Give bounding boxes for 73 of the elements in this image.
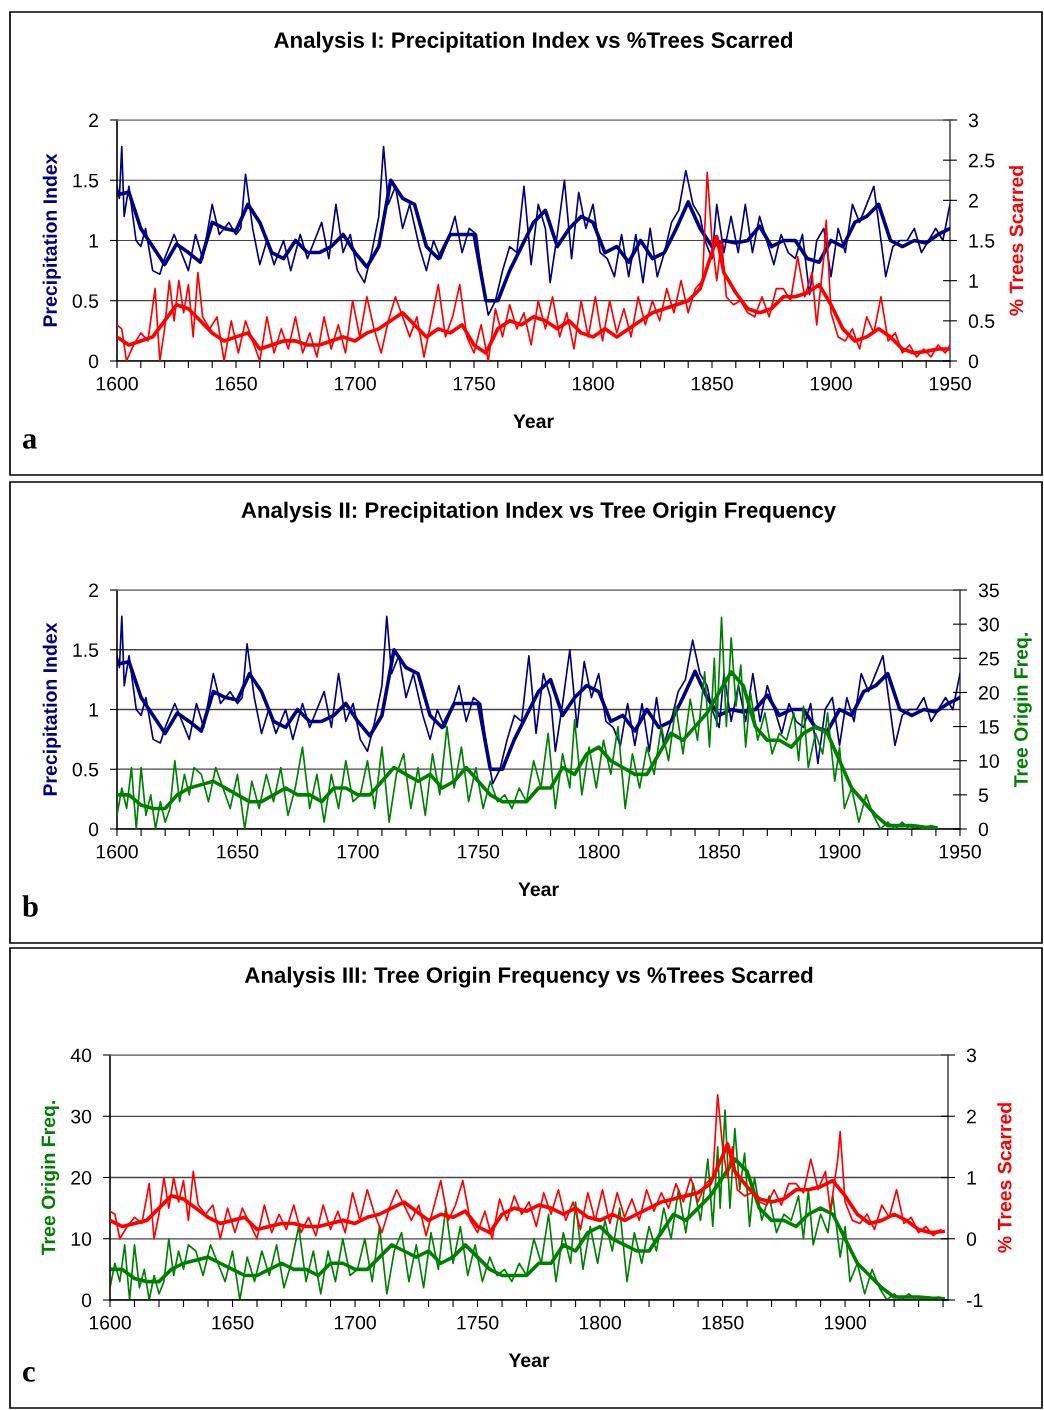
y-tick-label: 30 xyxy=(71,1109,92,1124)
x-tick-label: 1750 xyxy=(457,1315,499,1330)
y-tick-label: 0 xyxy=(88,822,99,837)
y2-tick-label: 35 xyxy=(978,583,999,598)
chart-title: Analysis III: Tree Origin Frequency vs %Trees Scarred xyxy=(244,966,813,988)
x-tick-label: 1950 xyxy=(939,844,981,859)
y2-tick-label: 30 xyxy=(978,617,999,632)
y2-tick-label: 1.5 xyxy=(969,234,995,248)
y-tick-label: 40 xyxy=(70,1048,92,1063)
y-tick-label: 1 xyxy=(89,703,98,717)
x-tick-label: 1800 xyxy=(572,376,614,391)
y-axis-title: Precipitation Index xyxy=(42,622,61,796)
x-tick-label: 1750 xyxy=(458,844,500,859)
x-tick-label: 1900 xyxy=(819,844,861,859)
x-tick-label: 1850 xyxy=(702,1315,744,1330)
y-tick-label: 1.5 xyxy=(73,643,99,657)
y-tick-label: 0.5 xyxy=(72,762,99,777)
x-tick-label: 1600 xyxy=(96,844,138,859)
x-tick-label: 1650 xyxy=(212,1315,254,1330)
x-tick-label: 1650 xyxy=(215,376,257,391)
x-tick-label: 1850 xyxy=(691,376,733,391)
y2-tick-label: 0 xyxy=(968,354,979,369)
x-axis-title: Year xyxy=(518,882,559,897)
y2-axis-title: % Trees Scarred xyxy=(997,1103,1012,1253)
y2-tick-label: 20 xyxy=(979,685,999,700)
y-tick-label: 1 xyxy=(89,234,98,248)
x-tick-label: 1900 xyxy=(824,1315,866,1330)
y2-tick-label: 1 xyxy=(969,274,978,288)
chart-title: Analysis I: Precipitation Index vs %Trees Scarred xyxy=(274,31,793,53)
y-tick-label: 1.5 xyxy=(73,173,99,188)
x-tick-label: 1900 xyxy=(810,376,852,391)
x-tick-label: 1800 xyxy=(578,844,620,859)
y2-tick-label: 5 xyxy=(978,788,989,803)
y2-tick-label: 0.5 xyxy=(968,314,995,329)
y2-tick-label: 25 xyxy=(979,651,999,666)
y-tick-label: 0.5 xyxy=(72,294,99,308)
y-axis-title: Precipitation Index xyxy=(42,153,61,327)
chart-title: Analysis II: Precipitation Index vs Tree Origin Frequency xyxy=(241,501,837,523)
x-tick-label: 1700 xyxy=(334,376,376,391)
x-tick-label: 1700 xyxy=(334,1315,376,1330)
y-axis-title: Tree Origin Freq. xyxy=(41,1101,60,1256)
x-tick-label: 1650 xyxy=(217,844,259,859)
x-axis-title: Year xyxy=(513,414,554,429)
y-tick-label: 2 xyxy=(89,583,98,598)
y2-axis-title: % Trees Scarred xyxy=(1008,166,1024,316)
y2-tick-label: 0 xyxy=(978,822,989,837)
y2-tick-label: 1 xyxy=(967,1171,976,1185)
x-tick-label: 1600 xyxy=(89,1315,131,1330)
y2-axis-title: Tree Origin Freq. xyxy=(1013,633,1032,788)
y2-tick-label: 3 xyxy=(966,1048,977,1063)
y-tick-label: 2 xyxy=(89,113,98,128)
x-tick-label: 1850 xyxy=(699,844,741,859)
y2-tick-label: 2 xyxy=(967,1109,976,1124)
y2-tick-label: 0 xyxy=(966,1232,977,1246)
y-tick-label: 20 xyxy=(71,1170,92,1185)
x-tick-label: 1950 xyxy=(929,376,971,391)
y2-tick-label: 10 xyxy=(979,754,999,768)
text: c xyxy=(23,1367,35,1382)
y-tick-label: 10 xyxy=(71,1232,92,1246)
x-tick-label: 1600 xyxy=(96,376,138,391)
y2-tick-label: 15 xyxy=(979,720,999,734)
x-tick-label: 1800 xyxy=(579,1315,621,1330)
y2-tick-label: 2 xyxy=(969,193,978,208)
x-axis-title: Year xyxy=(508,1353,550,1368)
y2-tick-label: -1 xyxy=(966,1293,983,1308)
y-tick-label: 0 xyxy=(88,354,99,369)
text: b xyxy=(22,895,38,917)
x-tick-label: 1700 xyxy=(337,844,379,859)
y2-tick-label: 3 xyxy=(968,113,979,128)
y2-tick-label: 2.5 xyxy=(969,153,995,168)
x-tick-label: 1750 xyxy=(453,376,495,391)
text: a xyxy=(22,434,37,449)
y-tick-label: 0 xyxy=(81,1293,92,1308)
